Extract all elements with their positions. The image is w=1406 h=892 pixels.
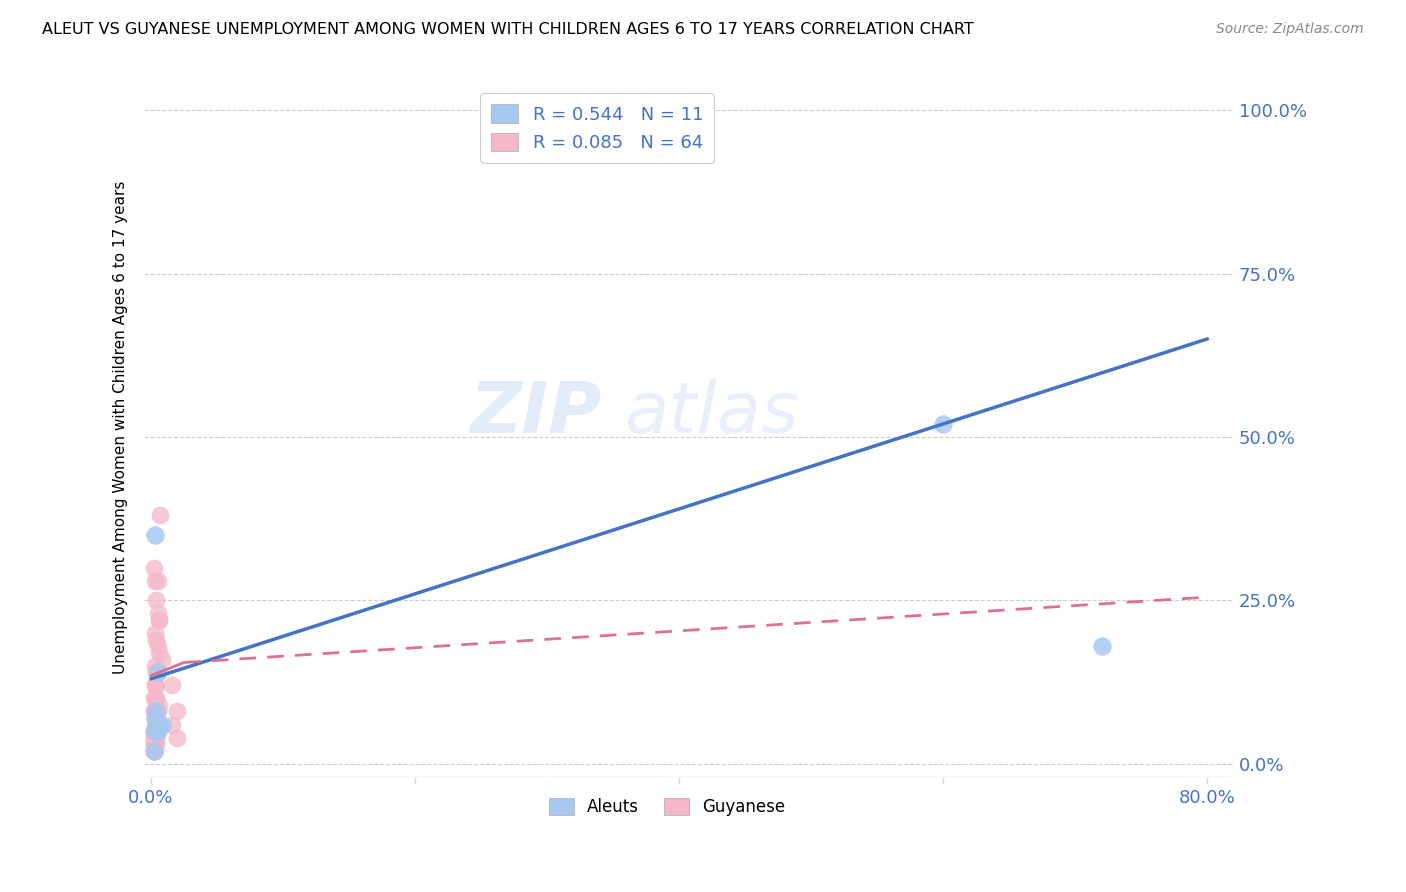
Point	[142, 705, 165, 719]
Point	[142, 737, 165, 751]
Text: ALEUT VS GUYANESE UNEMPLOYMENT AMONG WOMEN WITH CHILDREN AGES 6 TO 17 YEARS CORR: ALEUT VS GUYANESE UNEMPLOYMENT AMONG WOM…	[42, 22, 974, 37]
Point	[143, 724, 166, 739]
Point	[142, 737, 165, 751]
Point	[146, 639, 169, 653]
Point	[143, 737, 166, 751]
Point	[143, 711, 166, 725]
Point	[145, 717, 167, 731]
Point	[148, 717, 170, 731]
Point	[149, 508, 172, 523]
Point	[145, 632, 167, 647]
Point	[143, 731, 166, 745]
Point	[146, 665, 169, 680]
Point	[145, 737, 167, 751]
Point	[146, 705, 169, 719]
Point	[145, 593, 167, 607]
Point	[143, 678, 166, 692]
Point	[143, 626, 166, 640]
Point	[143, 744, 166, 758]
Point	[142, 724, 165, 739]
Point	[145, 711, 167, 725]
Point	[146, 724, 169, 739]
Point	[143, 724, 166, 739]
Point	[146, 574, 169, 588]
Point	[143, 658, 166, 673]
Point	[146, 705, 169, 719]
Point	[142, 737, 165, 751]
Point	[143, 731, 166, 745]
Point	[143, 717, 166, 731]
Point	[142, 731, 165, 745]
Point	[150, 652, 173, 666]
Point	[932, 417, 955, 431]
Text: Source: ZipAtlas.com: Source: ZipAtlas.com	[1216, 22, 1364, 37]
Point	[145, 665, 167, 680]
Point	[142, 731, 165, 745]
Point	[146, 665, 169, 680]
Point	[145, 691, 167, 706]
Point	[142, 691, 165, 706]
Point	[143, 711, 166, 725]
Point	[146, 607, 169, 621]
Point	[143, 724, 166, 739]
Point	[142, 744, 165, 758]
Point	[145, 717, 167, 731]
Point	[145, 724, 167, 739]
Point	[142, 744, 165, 758]
Point	[142, 705, 165, 719]
Point	[145, 724, 167, 739]
Point	[150, 717, 173, 731]
Point	[145, 665, 167, 680]
Point	[143, 678, 166, 692]
Point	[143, 705, 166, 719]
Point	[145, 705, 167, 719]
Point	[166, 731, 188, 745]
Point	[148, 646, 170, 660]
Point	[160, 717, 183, 731]
Point	[160, 678, 183, 692]
Point	[148, 698, 170, 712]
Text: ZIP: ZIP	[470, 379, 602, 448]
Point	[143, 705, 166, 719]
Point	[166, 705, 188, 719]
Point	[143, 731, 166, 745]
Point	[142, 724, 165, 739]
Point	[143, 691, 166, 706]
Point	[145, 678, 167, 692]
Point	[142, 560, 165, 574]
Point	[145, 717, 167, 731]
Point	[145, 731, 167, 745]
Point	[143, 574, 166, 588]
Point	[143, 731, 166, 745]
Point	[143, 731, 166, 745]
Point	[145, 717, 167, 731]
Point	[143, 528, 166, 542]
Text: atlas: atlas	[624, 379, 799, 448]
Point	[142, 737, 165, 751]
Point	[148, 613, 170, 627]
Y-axis label: Unemployment Among Women with Children Ages 6 to 17 years: Unemployment Among Women with Children A…	[114, 180, 128, 673]
Point	[148, 613, 170, 627]
Point	[1091, 639, 1114, 653]
Legend: Aleuts, Guyanese: Aleuts, Guyanese	[540, 789, 794, 824]
Point	[143, 731, 166, 745]
